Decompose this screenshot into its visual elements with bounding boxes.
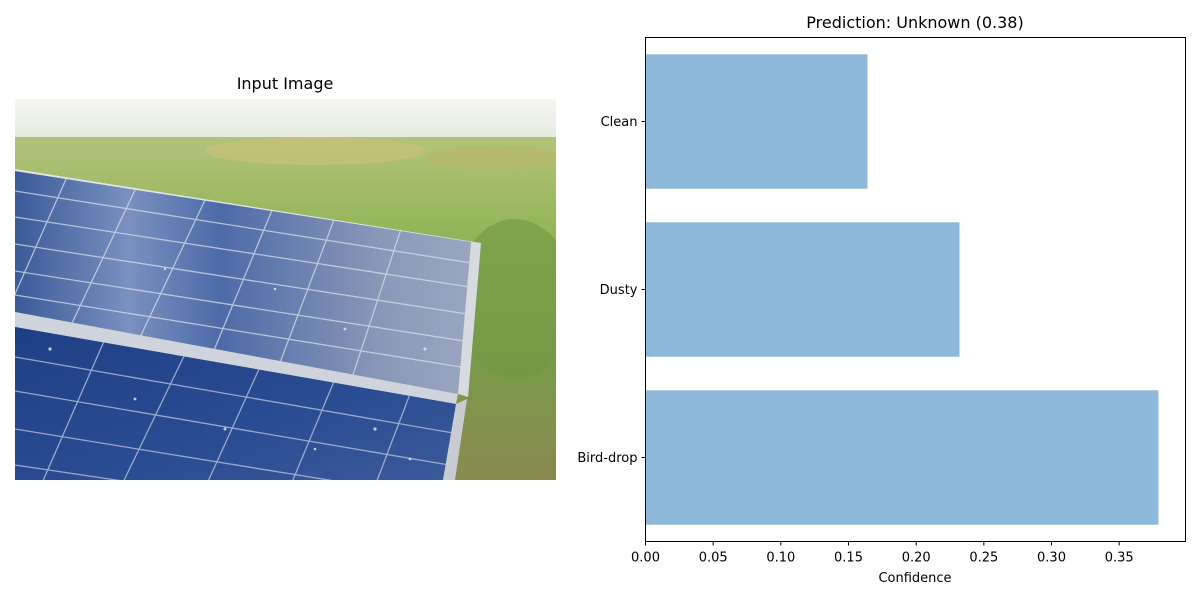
x-tick-label: 0.10 <box>766 551 795 566</box>
y-tick-label: Clean <box>601 115 638 130</box>
x-tick-label: 0.35 <box>1105 551 1134 566</box>
bar-bird-drop <box>645 390 1159 525</box>
y-tick-label: Bird-drop <box>577 451 637 466</box>
x-tick-label: 0.05 <box>699 551 728 566</box>
bar-clean <box>645 54 868 189</box>
bar-dusty <box>645 222 960 357</box>
y-tick-label: Dusty <box>600 283 638 298</box>
x-tick-label: 0.20 <box>902 551 931 566</box>
x-tick-label: 0.00 <box>631 551 660 566</box>
input-image-title: Input Image <box>236 74 334 93</box>
x-tick-label: 0.15 <box>834 551 863 566</box>
solar-panel-photo <box>15 99 556 480</box>
x-tick-label: 0.30 <box>1037 551 1066 566</box>
x-tick-label: 0.25 <box>969 551 998 566</box>
x-axis-label: Confidence <box>878 571 951 586</box>
chart-title: Prediction: Unknown (0.38) <box>806 13 1023 32</box>
